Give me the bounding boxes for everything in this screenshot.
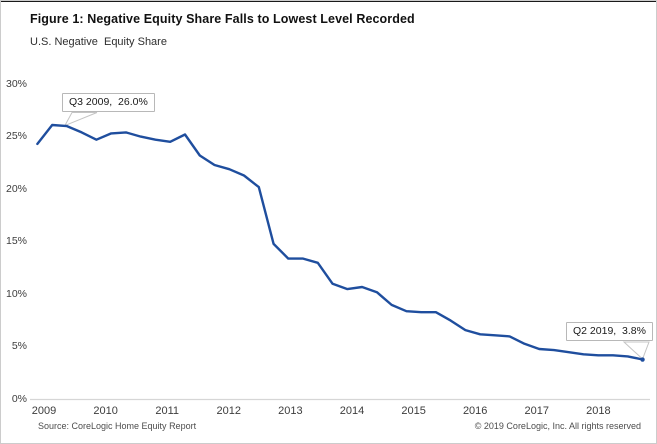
x-tick-label: 2014 [339,405,365,417]
copyright-note: © 2019 CoreLogic, Inc. All rights reserv… [474,421,641,431]
annotation-latest-callout: Q2 2019, 3.8% [566,322,653,341]
figure-title: Figure 1: Negative Equity Share Falls to… [30,12,415,26]
y-tick-label: 0% [11,393,27,405]
y-tick-label: 20% [5,182,27,195]
y-tick-label: 15% [5,235,27,248]
annotation-peak-callout: Q3 2009, 26.0% [62,93,155,112]
x-tick-label: 2009 [31,405,57,417]
y-tick-label: 30% [5,77,27,90]
callout-leader [622,341,650,360]
y-tick-label: 10% [5,287,27,300]
x-tick-label: 2012 [216,405,242,417]
x-tick-label: 2010 [93,405,118,417]
x-tick-label: 2018 [586,405,611,417]
x-tick-label: 2015 [401,405,426,417]
x-tick-label: 2016 [462,405,488,417]
negative-equity-series-line [36,123,644,361]
x-tick-label: 2017 [524,405,550,417]
source-note: Source: CoreLogic Home Equity Report [38,421,197,431]
callout-leader [63,112,98,127]
y-tick-label: 25% [5,130,27,143]
x-tick-label: 2011 [155,405,180,417]
y-tick-label: 5% [11,340,27,353]
x-tick-label: 2013 [278,405,303,417]
figure-subtitle: U.S. Negative Equity Share [30,36,167,48]
last-point-marker [640,357,645,362]
